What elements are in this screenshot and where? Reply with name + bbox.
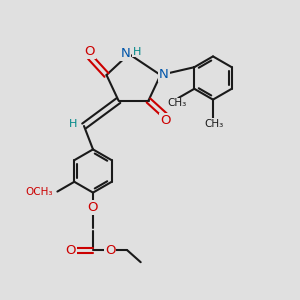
Text: H: H bbox=[69, 118, 78, 129]
Text: O: O bbox=[65, 244, 76, 257]
Text: O: O bbox=[84, 45, 95, 58]
Text: N: N bbox=[121, 47, 130, 60]
Text: N: N bbox=[159, 68, 169, 81]
Text: O: O bbox=[105, 244, 115, 257]
Text: H: H bbox=[133, 46, 142, 57]
Text: O: O bbox=[160, 114, 171, 128]
Text: OCH₃: OCH₃ bbox=[26, 187, 53, 196]
Text: CH₃: CH₃ bbox=[205, 118, 224, 129]
Text: CH₃: CH₃ bbox=[167, 98, 186, 109]
Text: O: O bbox=[88, 201, 98, 214]
